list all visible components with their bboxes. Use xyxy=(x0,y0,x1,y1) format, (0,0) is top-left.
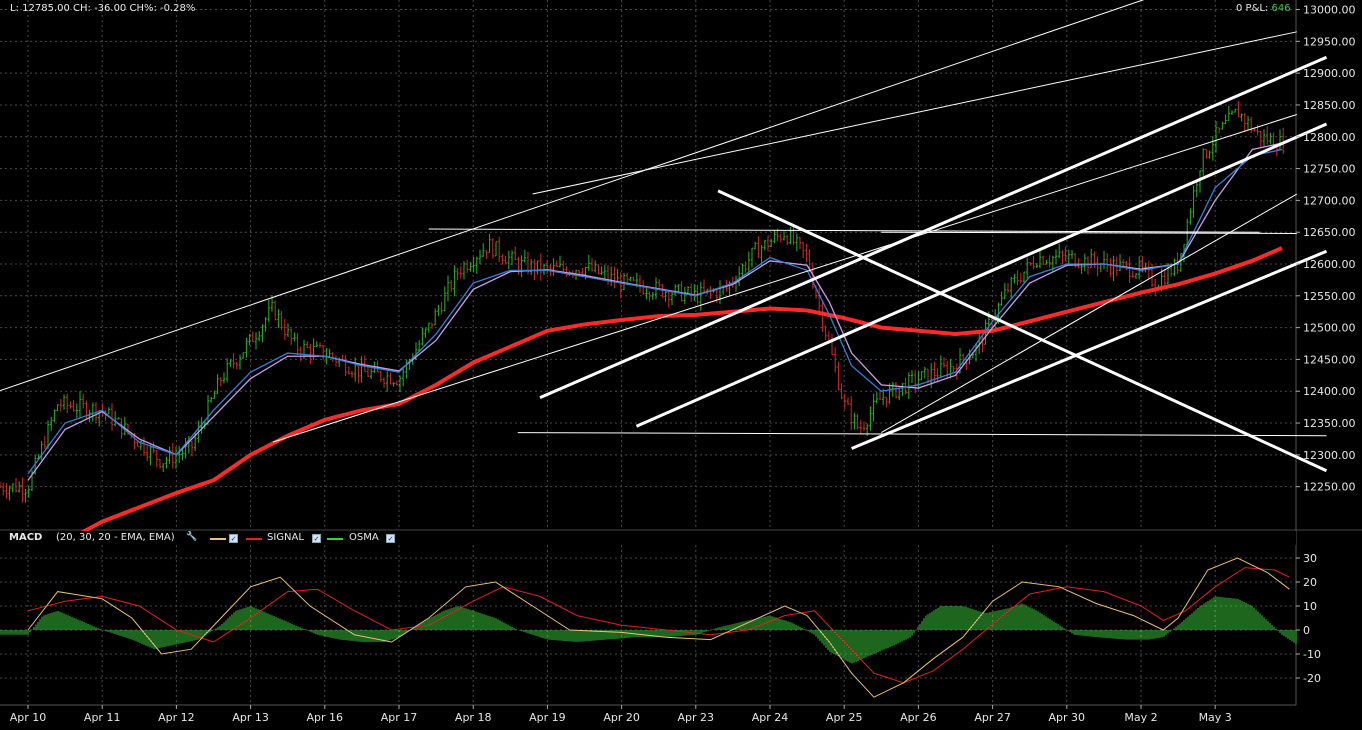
y-tick-label: 12650.00 xyxy=(1303,226,1356,239)
y-tick-label: 12300.00 xyxy=(1303,449,1356,462)
trendline[interactable] xyxy=(272,114,1297,443)
macd-legend-params[interactable]: (20, 30, 20 - EMA, EMA) xyxy=(56,532,175,543)
pnl-readout: 0 P&L: 646 xyxy=(1236,3,1291,14)
y-tick-label: 12750.00 xyxy=(1303,163,1356,176)
y-tick-label: 12550.00 xyxy=(1303,290,1356,303)
trendline[interactable] xyxy=(0,0,1171,392)
ema-slow-line xyxy=(71,246,1283,540)
y-tick-label: 12700.00 xyxy=(1303,194,1356,207)
y-tick-label: -10 xyxy=(1303,648,1321,661)
trendline[interactable] xyxy=(428,228,1260,233)
ema-fast-line xyxy=(27,148,1283,475)
signal-legend-label: SIGNAL xyxy=(267,532,304,543)
macd-legend-title: MACD xyxy=(9,532,43,543)
macd-panel xyxy=(0,0,1362,706)
y-tick-label: -20 xyxy=(1303,672,1321,685)
x-tick-label: Apr 10 xyxy=(10,711,47,724)
y-tick-label: 12250.00 xyxy=(1303,481,1356,494)
x-tick-label: Apr 19 xyxy=(529,711,566,724)
trendline[interactable] xyxy=(881,231,1297,234)
y-tick-label: 30 xyxy=(1303,552,1317,565)
y-tick-label: 12800.00 xyxy=(1303,131,1356,144)
x-tick-label: Apr 11 xyxy=(84,711,121,724)
x-tick-label: May 2 xyxy=(1124,711,1157,724)
macd-lines xyxy=(27,557,1290,698)
panel-separator xyxy=(0,529,1362,531)
y-tick-label: 10 xyxy=(1303,600,1317,613)
signal-visible-checkbox[interactable]: ✓ xyxy=(312,534,321,543)
y-tick-label: 12350.00 xyxy=(1303,417,1356,430)
x-tick-label: May 3 xyxy=(1199,711,1232,724)
signal-swatch xyxy=(246,538,262,540)
macd-line xyxy=(27,557,1290,698)
pnl-value: 646 xyxy=(1271,3,1291,14)
y-tick-label: 20 xyxy=(1303,576,1317,589)
x-tick-label: Apr 12 xyxy=(158,711,195,724)
trendline[interactable] xyxy=(717,189,1328,473)
trendlines[interactable] xyxy=(0,0,1328,473)
y-tick-label: 13000.00 xyxy=(1303,4,1356,17)
osma-visible-checkbox[interactable]: ✓ xyxy=(386,534,395,543)
y-tick-label: 12500.00 xyxy=(1303,322,1356,335)
x-tick-label: Apr 25 xyxy=(826,711,863,724)
wrench-icon[interactable]: 🔧 xyxy=(186,532,198,542)
trendline[interactable] xyxy=(881,193,1298,434)
x-tick-label: Apr 27 xyxy=(974,711,1011,724)
trendline[interactable] xyxy=(539,55,1328,399)
x-tick-label: Apr 24 xyxy=(752,711,789,724)
macd-visible-checkbox[interactable]: ✓ xyxy=(229,534,238,543)
x-tick-label: Apr 23 xyxy=(678,711,715,724)
x-tick-label: Apr 13 xyxy=(232,711,269,724)
moving-averages xyxy=(27,142,1283,540)
pnl-label: 0 P&L: xyxy=(1236,3,1269,14)
osma-histogram xyxy=(0,596,1297,664)
osma-swatch xyxy=(327,538,343,540)
price-info: L: 12785.00 CH: -36.00 CH%: -0.28% xyxy=(10,3,196,14)
y-tick-label: 0 xyxy=(1303,624,1310,637)
y-tick-label: 12850.00 xyxy=(1303,99,1356,112)
axes: 12250.00 12300.00 12350.00 12400.00 12450.00… xyxy=(10,4,1356,724)
trendline[interactable] xyxy=(635,122,1328,428)
y-tick-label: 12950.00 xyxy=(1303,35,1356,48)
x-tick-label: Apr 18 xyxy=(455,711,492,724)
y-tick-label: 12400.00 xyxy=(1303,385,1356,398)
x-tick-label: Apr 26 xyxy=(900,711,937,724)
x-tick-label: Apr 30 xyxy=(1049,711,1086,724)
y-tick-label: 12600.00 xyxy=(1303,258,1356,271)
y-tick-label: 12450.00 xyxy=(1303,353,1356,366)
x-tick-label: Apr 17 xyxy=(381,711,418,724)
trendline[interactable] xyxy=(851,249,1328,450)
signal-line xyxy=(27,567,1290,684)
x-tick-label: Apr 20 xyxy=(603,711,640,724)
macd-swatch xyxy=(210,538,226,540)
macd-legend: MACD (20, 30, 20 - EMA, EMA) 🔧 ✓ SIGNAL … xyxy=(0,531,1296,545)
osma-legend-label: OSMA xyxy=(349,532,379,543)
trendline[interactable] xyxy=(532,31,1297,195)
x-tick-label: Apr 16 xyxy=(307,711,344,724)
y-tick-label: 12900.00 xyxy=(1303,67,1356,80)
trendline[interactable] xyxy=(517,432,1327,437)
